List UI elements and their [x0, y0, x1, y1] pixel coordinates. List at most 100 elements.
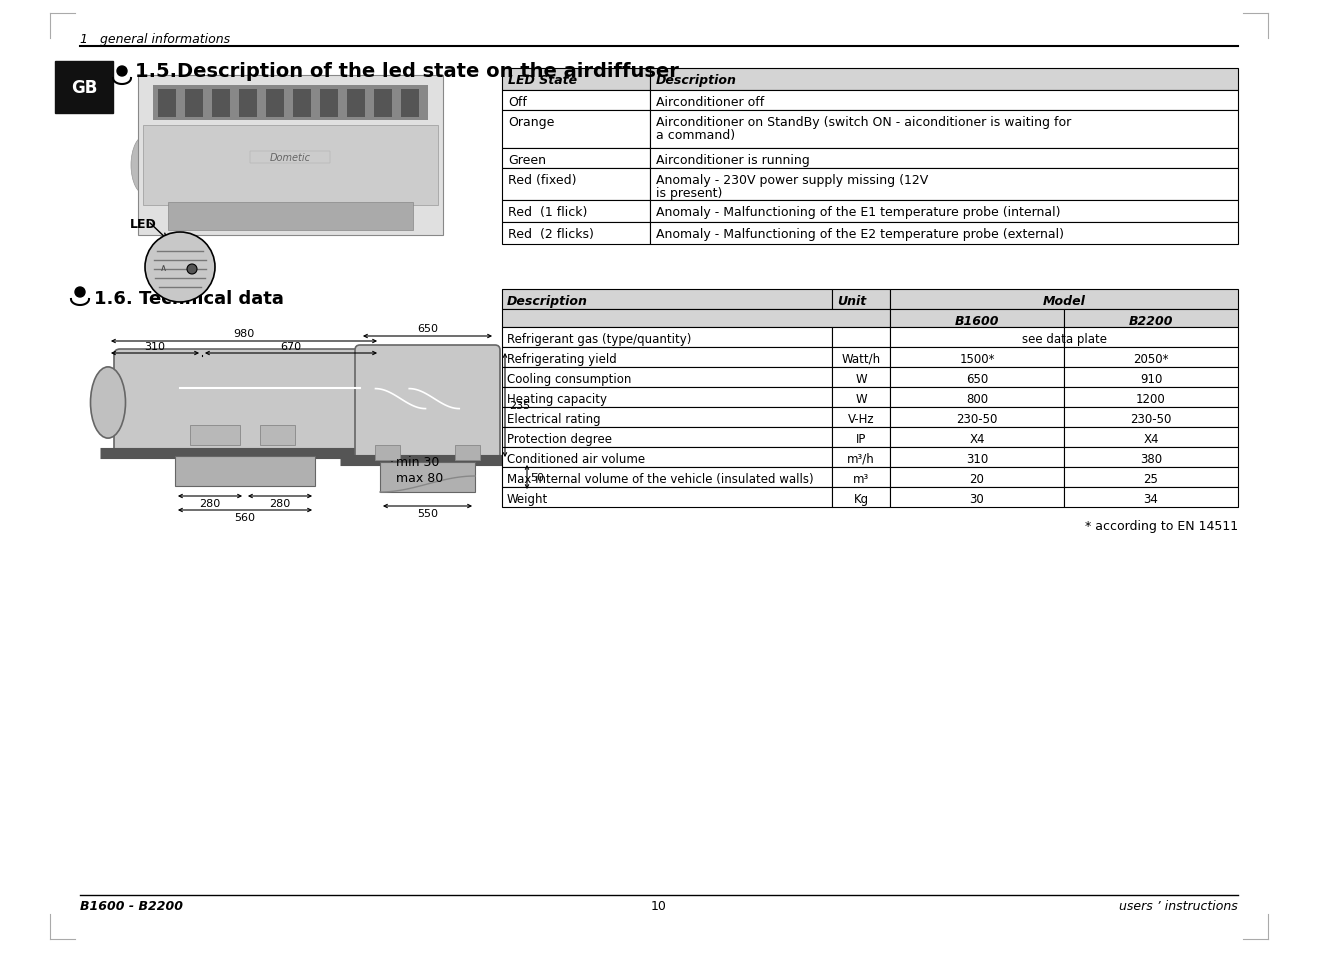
Text: Electrical rating: Electrical rating: [507, 413, 601, 426]
FancyBboxPatch shape: [355, 346, 500, 463]
Bar: [502, 149, 650, 169]
Bar: [650, 149, 1238, 169]
Text: 25: 25: [1144, 473, 1159, 485]
Bar: [832, 428, 890, 448]
Text: ∧: ∧: [159, 263, 167, 273]
Bar: [890, 290, 1238, 310]
Bar: [502, 223, 650, 245]
Text: Anomaly - 230V power supply missing (12V: Anomaly - 230V power supply missing (12V: [656, 173, 928, 187]
Bar: [650, 169, 1238, 201]
Bar: [1064, 428, 1238, 448]
Text: Unit: Unit: [837, 294, 866, 308]
Bar: [293, 90, 311, 118]
Text: m³/h: m³/h: [847, 453, 875, 465]
Text: Airconditioner on StandBy (switch ON - aiconditioner is waiting for: Airconditioner on StandBy (switch ON - a…: [656, 116, 1072, 129]
Bar: [890, 328, 1064, 348]
Text: Green: Green: [507, 153, 546, 167]
Text: 560: 560: [235, 513, 256, 522]
Text: users ’ instructions: users ’ instructions: [1119, 899, 1238, 912]
FancyBboxPatch shape: [113, 350, 386, 456]
Text: Red  (2 flicks): Red (2 flicks): [507, 228, 594, 241]
Text: 310: 310: [145, 341, 166, 352]
Text: min 30: min 30: [395, 456, 439, 469]
Text: IP: IP: [855, 433, 866, 446]
Bar: [502, 448, 832, 468]
Text: B2200: B2200: [1128, 314, 1173, 328]
Text: 30: 30: [970, 493, 985, 505]
Bar: [190, 426, 240, 446]
Text: 280: 280: [199, 498, 220, 509]
Bar: [502, 488, 832, 507]
Bar: [239, 90, 257, 118]
Bar: [650, 111, 1238, 149]
Bar: [502, 91, 650, 111]
Bar: [260, 426, 295, 446]
Text: 1200: 1200: [1136, 393, 1166, 406]
Bar: [1064, 448, 1238, 468]
Circle shape: [145, 233, 215, 303]
Bar: [832, 468, 890, 488]
Text: Weight: Weight: [507, 493, 548, 505]
Circle shape: [117, 67, 127, 77]
Text: LED: LED: [130, 218, 157, 231]
Text: 1.5.Description of the led state on the airdiffuser: 1.5.Description of the led state on the …: [134, 62, 679, 81]
Text: 230-50: 230-50: [957, 413, 998, 426]
Bar: [502, 388, 832, 408]
Text: 20: 20: [970, 473, 985, 485]
Text: * according to EN 14511: * according to EN 14511: [1085, 519, 1238, 533]
Text: Dometic: Dometic: [269, 152, 311, 163]
Bar: [650, 223, 1238, 245]
Bar: [1064, 328, 1238, 348]
Text: 230-50: 230-50: [1131, 413, 1172, 426]
Bar: [832, 368, 890, 388]
Text: 1500*: 1500*: [960, 353, 995, 366]
Text: 235: 235: [509, 400, 530, 411]
Text: see data plate: see data plate: [1021, 333, 1107, 346]
Text: 980: 980: [233, 329, 254, 338]
Bar: [832, 388, 890, 408]
Bar: [890, 348, 1064, 368]
Text: 50: 50: [530, 473, 544, 482]
Bar: [502, 111, 650, 149]
Text: is present): is present): [656, 187, 722, 200]
Text: Anomaly - Malfunctioning of the E2 temperature probe (external): Anomaly - Malfunctioning of the E2 tempe…: [656, 228, 1064, 241]
Text: max 80: max 80: [395, 472, 443, 484]
Bar: [1064, 348, 1238, 368]
Bar: [502, 408, 832, 428]
Bar: [890, 388, 1064, 408]
Text: 650: 650: [966, 373, 988, 386]
Text: Description: Description: [507, 294, 588, 308]
Bar: [502, 328, 832, 348]
Bar: [502, 468, 832, 488]
Bar: [138, 76, 443, 235]
Bar: [502, 201, 650, 223]
Text: Watt/h: Watt/h: [841, 353, 880, 366]
Bar: [890, 468, 1064, 488]
Bar: [650, 91, 1238, 111]
Text: X4: X4: [969, 433, 985, 446]
Bar: [502, 69, 650, 91]
Bar: [320, 90, 337, 118]
Bar: [502, 348, 832, 368]
Text: Kg: Kg: [854, 493, 869, 505]
Ellipse shape: [91, 368, 125, 438]
Text: Airconditioner off: Airconditioner off: [656, 96, 764, 109]
Bar: [374, 90, 391, 118]
Bar: [158, 90, 177, 118]
Bar: [1064, 310, 1238, 328]
Bar: [832, 290, 890, 310]
Text: Refrigerant gas (type/quantity): Refrigerant gas (type/quantity): [507, 333, 692, 346]
Text: 1.6. Technical data: 1.6. Technical data: [94, 290, 283, 308]
Text: 10: 10: [651, 899, 667, 912]
Text: Red  (1 flick): Red (1 flick): [507, 206, 588, 219]
Bar: [832, 448, 890, 468]
Text: Model: Model: [1043, 294, 1086, 308]
Text: 800: 800: [966, 393, 988, 406]
Bar: [890, 428, 1064, 448]
Text: V-Hz: V-Hz: [847, 413, 874, 426]
Text: W: W: [855, 373, 867, 386]
Text: Protection degree: Protection degree: [507, 433, 612, 446]
Bar: [266, 90, 283, 118]
Text: a command): a command): [656, 129, 735, 142]
Bar: [890, 488, 1064, 507]
